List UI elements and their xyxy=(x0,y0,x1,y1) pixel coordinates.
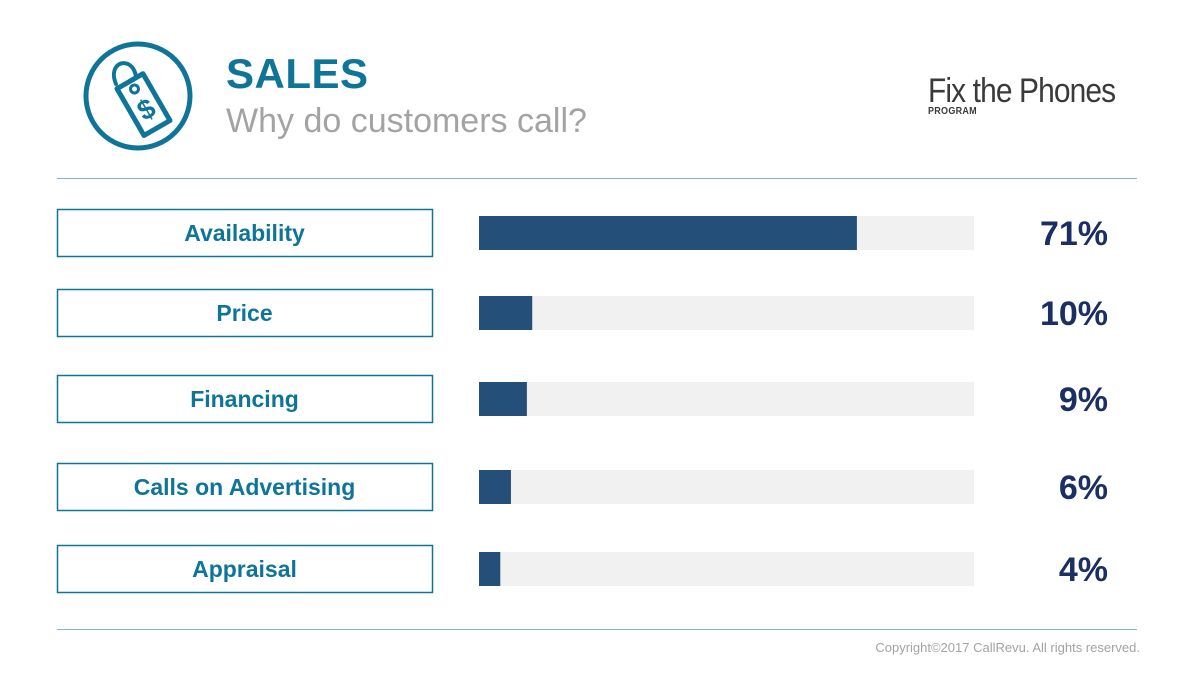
bar-track-appraisal xyxy=(479,552,974,586)
category-label-calls-on-advertising: Calls on Advertising xyxy=(134,474,356,500)
bar-calls-on-advertising xyxy=(479,470,511,504)
value-label-calls-on-advertising: 6% xyxy=(1059,469,1108,507)
brand-name: Fix the Phones xyxy=(928,72,1116,110)
page-title: SALES xyxy=(226,50,369,97)
bar-appraisal xyxy=(479,552,501,586)
page-subtitle: Why do customers call? xyxy=(226,102,587,140)
value-label-price: 10% xyxy=(1040,295,1108,333)
top-divider xyxy=(57,178,1137,179)
category-label-appraisal: Appraisal xyxy=(192,556,297,582)
bar-track-price xyxy=(479,296,974,330)
category-label-price: Price xyxy=(216,300,272,326)
price-tag-dollar-icon: $ xyxy=(83,41,193,151)
value-label-appraisal: 4% xyxy=(1059,551,1108,589)
category-label-availability: Availability xyxy=(184,220,305,246)
brand-logo: Fix the Phones PROGRAM xyxy=(928,72,1141,117)
category-box-financing xyxy=(56,374,434,424)
bar-availability xyxy=(479,216,857,250)
bar-financing xyxy=(479,382,527,416)
category-box-availability xyxy=(56,208,434,258)
brand-program-label: PROGRAM xyxy=(928,106,977,117)
category-box-price xyxy=(56,288,434,338)
bottom-divider xyxy=(57,629,1137,630)
bar-price xyxy=(479,296,533,330)
value-label-availability: 71% xyxy=(1040,215,1108,253)
category-label-financing: Financing xyxy=(190,386,299,412)
category-box-calls-on-advertising xyxy=(56,462,434,512)
value-label-financing: 9% xyxy=(1059,381,1108,419)
bar-track-calls-on-advertising xyxy=(479,470,974,504)
bar-track-financing xyxy=(479,382,974,416)
category-box-appraisal xyxy=(56,544,434,594)
copyright-footer: Copyright©2017 CallRevu. All rights rese… xyxy=(875,640,1140,655)
